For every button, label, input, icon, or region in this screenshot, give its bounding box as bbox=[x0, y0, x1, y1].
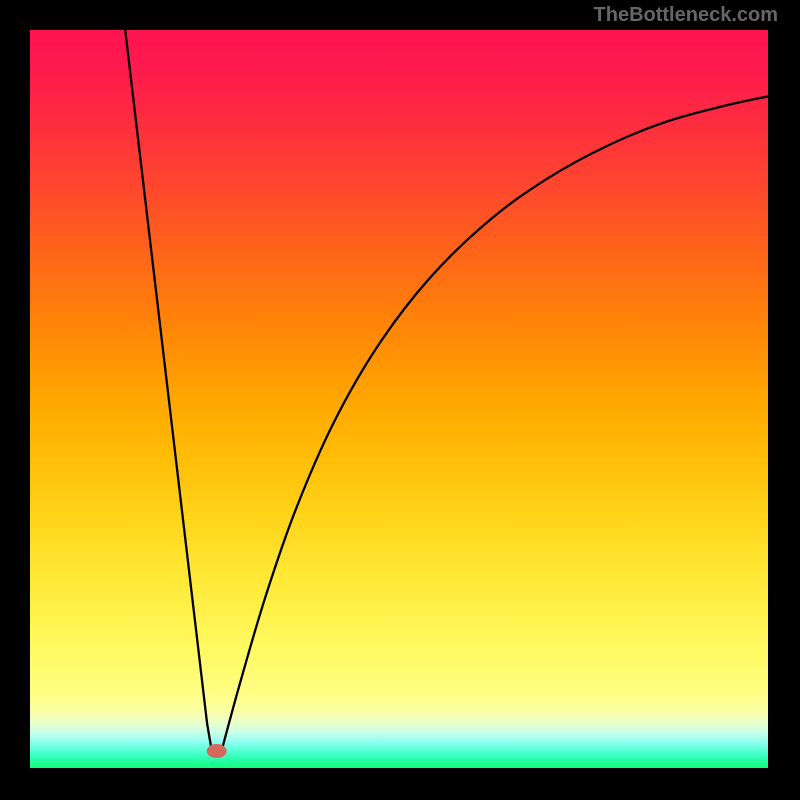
watermark-text: TheBottleneck.com bbox=[594, 4, 778, 27]
bottleneck-curve bbox=[30, 30, 768, 768]
optimum-marker bbox=[207, 744, 227, 758]
chart-plot-area bbox=[30, 30, 768, 768]
